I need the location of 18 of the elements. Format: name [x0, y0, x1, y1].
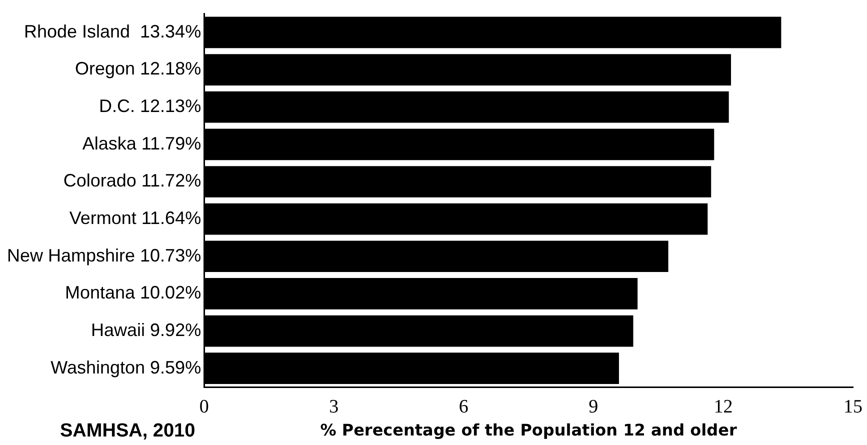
x-axis-title: % Perecentage of the Population 12 and older — [320, 420, 737, 440]
y-tick-label: Montana 10.02% — [64, 282, 202, 303]
y-tick-label: New Hampshire 10.73% — [6, 245, 202, 266]
y-tick-label: Oregon 12.18% — [74, 58, 202, 79]
y-tick-label: Hawaii 9.92% — [91, 320, 202, 340]
x-tick-label: 15 — [844, 396, 862, 418]
y-tick-label: D.C. 12.13% — [99, 96, 202, 116]
y-tick-label: Washington 9.59% — [50, 357, 202, 378]
y-tick-label: Colorado 11.72% — [63, 170, 202, 191]
x-tick-label: 3 — [329, 396, 339, 418]
y-tick-label: Rhode Island 13.34% — [24, 21, 202, 42]
text: SAMHSA, 2010 — [60, 420, 196, 442]
x-tick-label: 12 — [714, 396, 733, 418]
y-tick-label: Vermont 11.64% — [69, 208, 202, 228]
x-tick-label: 0 — [199, 396, 209, 418]
y-tick-label: Alaska 11.79% — [82, 133, 202, 154]
x-tick-label: 9 — [588, 396, 598, 418]
x-tick-label: 6 — [458, 396, 468, 418]
